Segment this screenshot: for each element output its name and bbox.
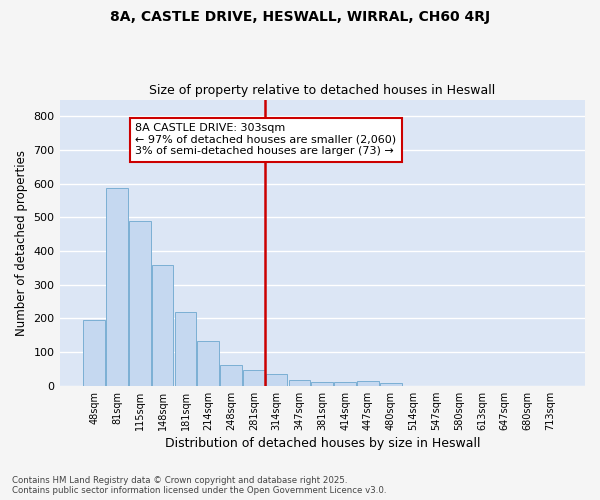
Bar [220,364,242,386]
Bar [152,264,173,386]
Y-axis label: Number of detached properties: Number of detached properties [15,150,28,336]
Bar [380,383,401,386]
Bar [357,382,379,386]
Bar [266,374,287,386]
Bar [289,380,310,386]
Bar [334,382,356,386]
Title: Size of property relative to detached houses in Heswall: Size of property relative to detached ho… [149,84,496,97]
Bar [243,370,265,386]
Bar [106,188,128,386]
X-axis label: Distribution of detached houses by size in Heswall: Distribution of detached houses by size … [164,437,480,450]
Bar [311,382,333,386]
Bar [197,341,219,386]
Text: 8A CASTLE DRIVE: 303sqm
← 97% of detached houses are smaller (2,060)
3% of semi-: 8A CASTLE DRIVE: 303sqm ← 97% of detache… [135,123,397,156]
Bar [129,221,151,386]
Text: Contains HM Land Registry data © Crown copyright and database right 2025.
Contai: Contains HM Land Registry data © Crown c… [12,476,386,495]
Text: 8A, CASTLE DRIVE, HESWALL, WIRRAL, CH60 4RJ: 8A, CASTLE DRIVE, HESWALL, WIRRAL, CH60 … [110,10,490,24]
Bar [175,312,196,386]
Bar [83,320,105,386]
